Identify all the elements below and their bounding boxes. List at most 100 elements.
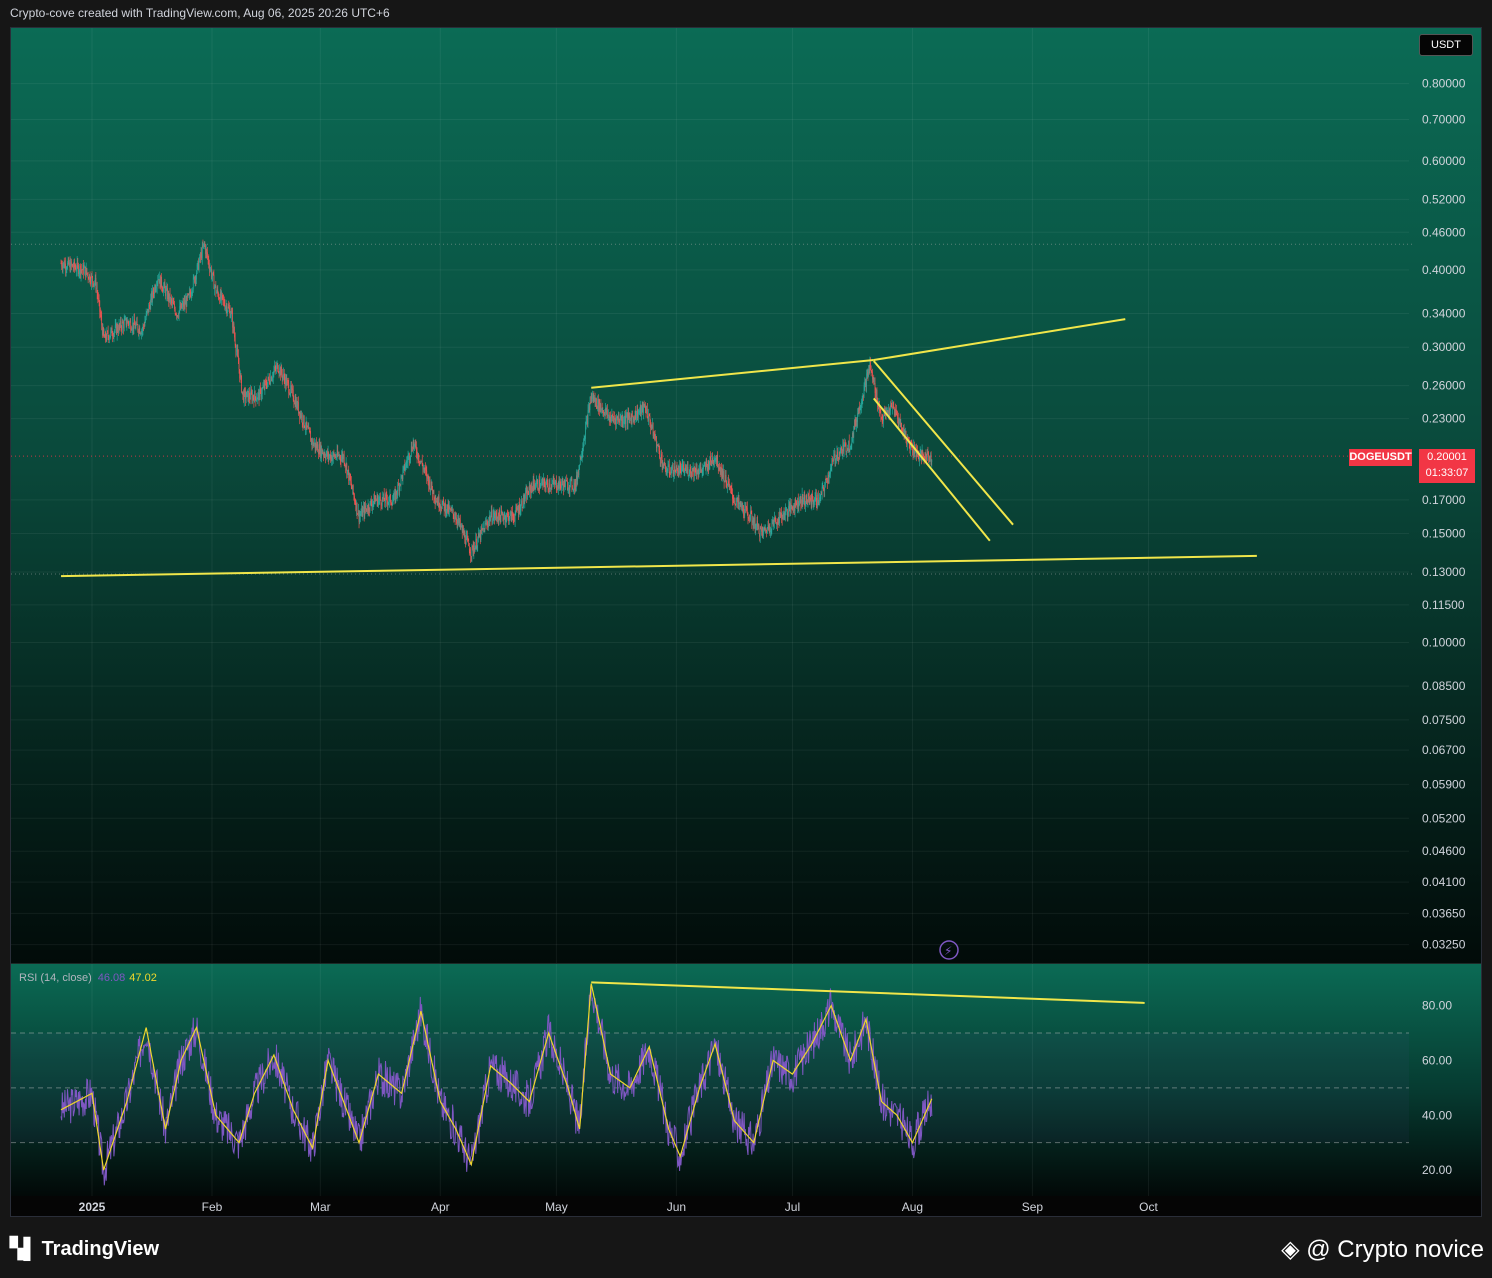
candle-body — [144, 321, 146, 327]
candle-body — [869, 362, 871, 371]
candle-body — [388, 496, 390, 502]
candle-body — [370, 500, 371, 502]
candle-body — [189, 291, 191, 295]
tradingview-logo: ▚▌ TradingView — [10, 1236, 159, 1261]
candle-body — [355, 503, 357, 510]
candle-body — [171, 300, 173, 303]
candle-body — [371, 504, 373, 508]
candle-body — [523, 494, 524, 508]
candle-body — [176, 315, 178, 317]
candle-body — [736, 500, 737, 506]
candle-body — [126, 323, 128, 326]
candle-body — [461, 525, 463, 533]
candle-body — [372, 503, 373, 508]
candle-body — [458, 517, 459, 521]
rsi-pane[interactable]: 80.00 60.00 40.00 20.00 RSI (14, close) 46.0… — [11, 963, 1481, 1197]
candle-body — [478, 533, 479, 539]
currency-button[interactable]: USDT — [1419, 34, 1473, 56]
candle-body — [448, 503, 450, 512]
candle-body — [731, 488, 733, 494]
candle-body — [507, 513, 509, 515]
candle-body — [264, 381, 266, 389]
candle-body — [520, 503, 522, 511]
candle-body — [422, 465, 424, 470]
candle-body — [676, 465, 678, 469]
candle-body — [142, 325, 144, 331]
candle-body — [65, 269, 67, 271]
candle-body — [450, 508, 451, 511]
candle-body — [275, 368, 277, 370]
candle-body — [670, 473, 671, 475]
candle-body — [405, 462, 407, 468]
candle-body — [77, 262, 79, 266]
candle-body — [513, 516, 515, 521]
candle-body — [538, 479, 540, 491]
candle-body — [880, 413, 882, 418]
candle-body — [250, 391, 252, 400]
candle-body — [739, 501, 741, 503]
candle-body — [230, 315, 232, 318]
candle-body — [191, 293, 193, 294]
candle-body — [515, 507, 517, 514]
candle-body — [890, 405, 891, 411]
candle-body — [635, 410, 637, 420]
candle-body — [102, 327, 104, 335]
candle-body — [719, 467, 720, 471]
candle-body — [836, 451, 838, 459]
candle-body — [387, 502, 389, 505]
candle-body — [406, 461, 408, 463]
candle-body — [354, 496, 355, 502]
candle-body — [741, 503, 743, 509]
candle-body — [278, 370, 279, 373]
candle-body — [610, 419, 612, 423]
candle-body — [114, 325, 116, 331]
price-axis-label: 0.05200 — [1422, 811, 1466, 825]
candle-body — [464, 532, 466, 542]
candle-body — [597, 398, 599, 409]
candle-body — [761, 528, 762, 532]
candle-body — [434, 499, 436, 503]
candle-body — [298, 402, 299, 413]
candle-body — [414, 441, 416, 445]
candle-body — [742, 505, 744, 509]
candle-body — [92, 276, 93, 282]
candle-body — [148, 304, 150, 313]
candle-body — [243, 390, 245, 402]
candle-body — [835, 458, 837, 461]
candle-body — [369, 501, 371, 511]
candle-body — [767, 525, 769, 529]
candle-body — [70, 261, 72, 271]
candle-body — [575, 480, 577, 487]
candle-body — [492, 516, 494, 522]
candle-body — [329, 456, 330, 458]
candle-body — [818, 501, 820, 504]
candle-body — [769, 526, 771, 532]
price-axis-label: 0.03650 — [1422, 906, 1466, 920]
price-axis-label: 0.30000 — [1422, 340, 1466, 354]
chart-frame[interactable]: 0.80000 0.70000 0.60000 0.52000 0.46000 0.400… — [10, 27, 1482, 1217]
candle-body — [672, 464, 674, 476]
candle-body — [229, 309, 231, 318]
candle-body — [554, 481, 556, 485]
candle-body — [778, 517, 780, 524]
price-pane[interactable]: 0.80000 0.70000 0.60000 0.52000 0.46000 0.400… — [11, 28, 1481, 963]
candle-body — [131, 329, 133, 331]
candle-body — [294, 402, 295, 405]
candle-body — [394, 492, 396, 501]
candle-body — [660, 454, 662, 461]
candle-body — [263, 384, 264, 388]
candle-body — [276, 365, 277, 370]
candle-body — [656, 444, 658, 449]
candle-body — [750, 511, 752, 514]
candle-body — [441, 507, 442, 509]
candle-body — [443, 503, 445, 511]
time-axis[interactable]: 2025 Feb Mar Apr May Jun Jul Aug Sep Oct — [11, 1196, 1481, 1216]
candle-body — [718, 467, 720, 469]
candle-body — [215, 285, 217, 294]
candle-body — [627, 413, 629, 423]
candle-body — [757, 520, 758, 527]
rsi-legend[interactable]: RSI (14, close) 46.08 47.02 — [19, 972, 157, 984]
candle-body — [667, 466, 669, 472]
candle-body — [848, 440, 849, 451]
candle-body — [859, 406, 860, 411]
